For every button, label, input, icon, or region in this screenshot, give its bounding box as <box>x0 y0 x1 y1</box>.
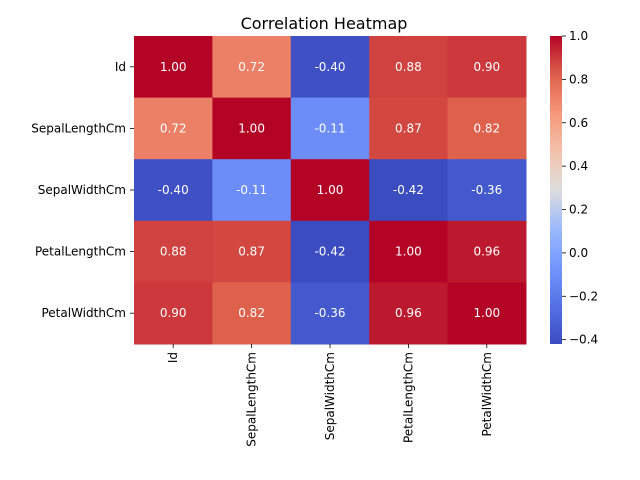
heatmap-annotations: 1.00 0.72 -0.40 0.88 0.90 0.72 1.00 -0.11 0.87 0.… <box>158 60 503 320</box>
colorbar-tick-label: −0.2 <box>569 289 598 303</box>
heatmap-cell-value-petallengthcm-petallengthcm: 1.00 <box>395 245 422 259</box>
heatmap-cell-value-id-sepallengthcm: 0.72 <box>238 60 265 74</box>
y-tick-label-id: Id <box>115 60 126 74</box>
heatmap-cell-value-sepallengthcm-petallengthcm: 0.87 <box>395 121 422 135</box>
y-tick-label-sepallengthcm: SepalLengthCm <box>31 121 126 135</box>
heatmap-cells <box>134 36 527 345</box>
heatmap-cell-petallengthcm-sepallengthcm <box>212 220 292 283</box>
heatmap-cell-value-sepallengthcm-sepallengthcm: 1.00 <box>238 121 265 135</box>
heatmap-cell-value-petalwidthcm-petalwidthcm: 1.00 <box>473 306 500 320</box>
heatmap-cell-id-petalwidthcm <box>447 36 527 99</box>
heatmap-cell-id-sepalwidthcm <box>290 36 370 99</box>
x-tick-label-petallengthcm: PetalLengthCm <box>401 352 415 443</box>
heatmap-cell-value-petallengthcm-id: 0.88 <box>160 245 187 259</box>
heatmap-cell-value-sepalwidthcm-petalwidthcm: -0.36 <box>471 183 502 197</box>
heatmap-cell-value-petallengthcm-sepalwidthcm: -0.42 <box>314 245 345 259</box>
y-tick-label-sepalwidthcm: SepalWidthCm <box>38 183 126 197</box>
heatmap-cell-petalwidthcm-petallengthcm <box>369 282 449 345</box>
heatmap-cell-value-petallengthcm-sepallengthcm: 0.87 <box>238 245 265 259</box>
chart-title: Correlation Heatmap <box>241 14 408 33</box>
heatmap-cell-value-sepalwidthcm-sepalwidthcm: 1.00 <box>317 183 344 197</box>
heatmap-cell-sepallengthcm-id <box>134 97 213 160</box>
colorbar-tick-label: 0.6 <box>569 116 588 130</box>
colorbar-tick-label: 0.4 <box>569 159 588 173</box>
heatmap-cell-value-sepallengthcm-petalwidthcm: 0.82 <box>473 121 500 135</box>
heatmap-cell-petalwidthcm-sepallengthcm <box>212 282 292 345</box>
heatmap-cell-id-id <box>134 36 213 99</box>
heatmap-cell-value-petalwidthcm-id: 0.90 <box>160 306 187 320</box>
heatmap-cell-sepallengthcm-petalwidthcm <box>447 97 527 160</box>
heatmap-cell-sepalwidthcm-sepallengthcm <box>212 159 292 222</box>
x-tick-label-sepalwidthcm: SepalWidthCm <box>323 352 337 440</box>
heatmap-cell-sepalwidthcm-id <box>134 159 213 222</box>
heatmap-cell-value-id-petallengthcm: 0.88 <box>395 60 422 74</box>
heatmap-cell-petalwidthcm-id <box>134 282 213 345</box>
heatmap-cell-sepallengthcm-sepallengthcm <box>212 97 292 160</box>
x-axis: Id SepalLengthCm SepalWidthCm PetalLengthCm… <box>166 344 494 447</box>
heatmap-cell-value-petalwidthcm-petallengthcm: 0.96 <box>395 306 422 320</box>
colorbar-tick-label: −0.4 <box>569 333 598 347</box>
heatmap-cell-value-sepallengthcm-sepalwidthcm: -0.11 <box>314 121 345 135</box>
heatmap-cell-value-sepalwidthcm-sepallengthcm: -0.11 <box>236 183 267 197</box>
x-tick-label-petalwidthcm: PetalWidthCm <box>480 352 494 437</box>
heatmap-cell-value-id-sepalwidthcm: -0.40 <box>314 60 345 74</box>
y-tick-label-petallengthcm: PetalLengthCm <box>35 245 126 259</box>
heatmap-cell-sepallengthcm-petallengthcm <box>369 97 449 160</box>
colorbar: −0.4 −0.2 0.0 0.2 0.4 0.6 0.8 1.0 <box>550 29 598 347</box>
heatmap-cell-petallengthcm-petalwidthcm <box>447 220 527 283</box>
heatmap-cell-value-sepalwidthcm-id: -0.40 <box>158 183 189 197</box>
heatmap-cell-sepalwidthcm-petallengthcm <box>369 159 449 222</box>
y-tick-label-petalwidthcm: PetalWidthCm <box>41 306 126 320</box>
heatmap-cell-petallengthcm-petallengthcm <box>369 220 449 283</box>
heatmap-cell-petalwidthcm-sepalwidthcm <box>290 282 370 345</box>
x-tick-label-id: Id <box>166 352 180 363</box>
heatmap-cell-id-petallengthcm <box>369 36 449 99</box>
heatmap-cell-sepallengthcm-sepalwidthcm <box>290 97 370 160</box>
heatmap-cell-sepalwidthcm-petalwidthcm <box>447 159 527 222</box>
heatmap-cell-value-id-petalwidthcm: 0.90 <box>473 60 500 74</box>
heatmap-cell-value-petalwidthcm-sepalwidthcm: -0.36 <box>314 306 345 320</box>
heatmap-cell-petallengthcm-id <box>134 220 213 283</box>
colorbar-gradient <box>550 36 562 344</box>
heatmap-cell-value-id-id: 1.00 <box>160 60 187 74</box>
heatmap-cell-id-sepallengthcm <box>212 36 292 99</box>
heatmap-cell-value-sepalwidthcm-petallengthcm: -0.42 <box>393 183 424 197</box>
heatmap-cell-value-petallengthcm-petalwidthcm: 0.96 <box>473 245 500 259</box>
y-axis: Id SepalLengthCm SepalWidthCm PetalLengthCm… <box>31 60 134 320</box>
colorbar-tick-label: 1.0 <box>569 29 588 43</box>
heatmap-cell-petalwidthcm-petalwidthcm <box>447 282 527 345</box>
colorbar-tick-label: 0.8 <box>569 72 588 86</box>
x-tick-label-sepallengthcm: SepalLengthCm <box>245 352 259 447</box>
colorbar-tick-label: 0.0 <box>569 246 588 260</box>
heatmap-cell-value-sepallengthcm-id: 0.72 <box>160 121 187 135</box>
heatmap-cell-sepalwidthcm-sepalwidthcm <box>290 159 370 222</box>
colorbar-tick-label: 0.2 <box>569 203 588 217</box>
heatmap-cell-value-petalwidthcm-sepallengthcm: 0.82 <box>238 306 265 320</box>
heatmap-cell-petallengthcm-sepalwidthcm <box>290 220 370 283</box>
